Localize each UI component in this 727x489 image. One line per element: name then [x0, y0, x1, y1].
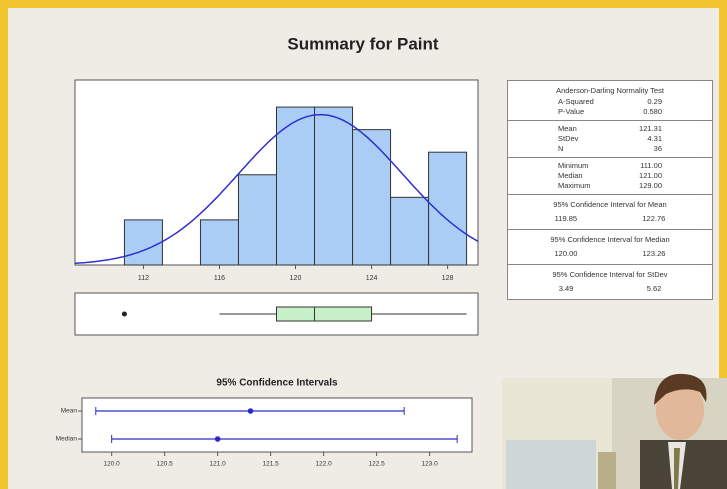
- bar: [391, 197, 429, 265]
- box: [277, 307, 372, 321]
- stat-label: N: [558, 144, 610, 154]
- stat-value: 121.00: [610, 171, 662, 181]
- ci-row: 120.00 123.26: [508, 246, 712, 261]
- bar: [124, 220, 162, 265]
- stat-value: 121.31: [610, 124, 662, 134]
- x-tick-label: 124: [366, 275, 378, 282]
- stat-value: 36: [610, 144, 662, 154]
- section-heading: 95% Confidence Interval for Mean: [508, 198, 712, 211]
- outlier: [122, 312, 127, 317]
- y-tick-label: Median: [56, 436, 78, 443]
- stat-value: 0.580: [610, 107, 662, 117]
- estimate-point: [215, 436, 221, 442]
- ci-value: 122.76: [642, 213, 665, 224]
- stat-label: StDev: [558, 134, 610, 144]
- stat-label: Mean: [558, 124, 610, 134]
- section-heading: 95% Confidence Interval for Median: [508, 233, 712, 246]
- stats-section: 95% Confidence Interval for StDev 3.49 5.6…: [508, 265, 712, 299]
- ci-value: 3.49: [559, 283, 574, 294]
- stats-section: 95% Confidence Interval for Mean 119.85 12…: [508, 195, 712, 230]
- ci-value: 119.85: [555, 213, 577, 224]
- bar: [200, 220, 238, 265]
- stat-label: Median: [558, 171, 610, 181]
- stat-label: Maximum: [558, 181, 610, 191]
- ci-row: 3.49 5.62: [508, 281, 712, 296]
- photo: [502, 374, 727, 489]
- stat-label: Minimum: [558, 161, 610, 171]
- title: Summary for Paint: [287, 34, 438, 53]
- page: {"title": "Summary for Paint", "chart_da…: [0, 0, 727, 489]
- section-heading: Anderson-Darling Normality Test: [508, 84, 712, 97]
- stat-value: 111.00: [610, 161, 662, 171]
- ci-value: 5.62: [647, 283, 662, 294]
- y-tick-label: Mean: [61, 408, 78, 415]
- section-heading: 95% Confidence Interval for StDev: [508, 268, 712, 281]
- interval-title: 95% Confidence Intervals: [216, 378, 338, 389]
- estimate-point: [248, 408, 254, 414]
- stat-label: P-Value: [558, 107, 610, 117]
- x-tick-label: 112: [138, 275, 149, 282]
- stat-value: 4.31: [610, 134, 662, 144]
- bar: [315, 107, 353, 265]
- stat-label: A-Squared: [558, 97, 610, 107]
- interval-frame: [82, 398, 472, 452]
- ci-value: 123.26: [643, 248, 666, 259]
- x-tick-label: 121.5: [263, 461, 280, 468]
- bar: [353, 130, 391, 265]
- stat-value: 129.00: [610, 181, 662, 191]
- x-tick-label: 120.5: [157, 461, 174, 468]
- x-tick-label: 122.0: [315, 461, 332, 468]
- ci-row: 119.85 122.76: [508, 211, 712, 226]
- stat-value: 0.29: [610, 97, 662, 107]
- x-tick-label: 116: [214, 275, 225, 282]
- x-tick-label: 122.5: [368, 461, 385, 468]
- bar: [238, 175, 276, 265]
- x-tick-label: 121.0: [210, 461, 227, 468]
- x-tick-label: 128: [442, 275, 454, 282]
- x-tick-label: 120: [290, 275, 302, 282]
- x-tick-label: 120.0: [104, 461, 121, 468]
- ci-value: 120.00: [555, 248, 578, 259]
- x-tick-label: 123.0: [421, 461, 438, 468]
